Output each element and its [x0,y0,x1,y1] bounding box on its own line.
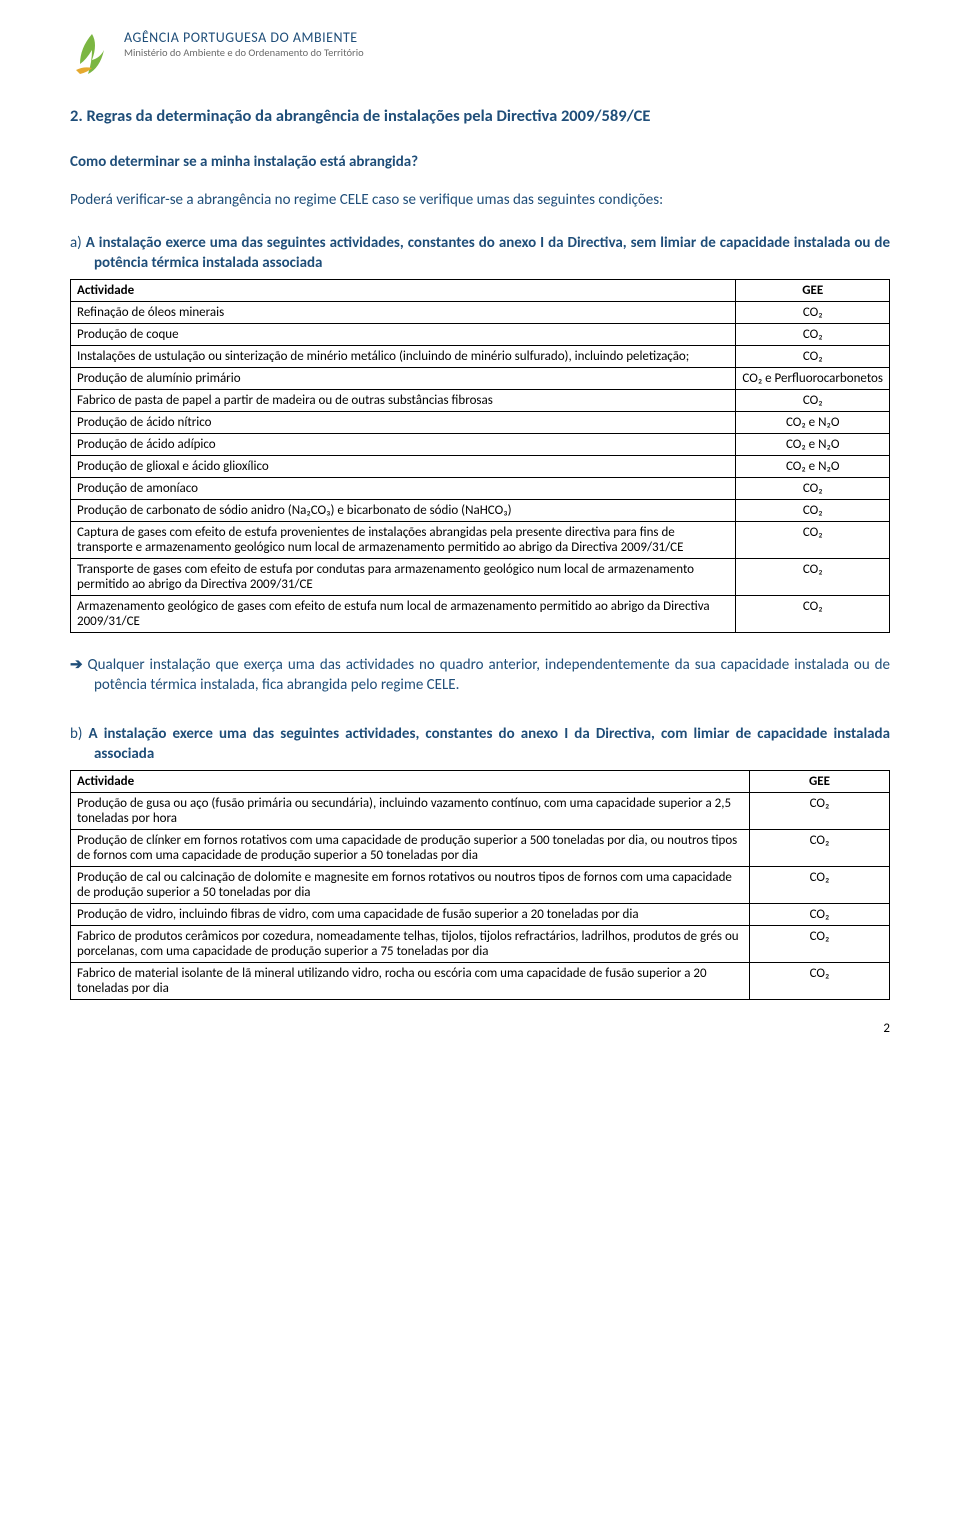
table-row: Fabrico de produtos cerâmicos por cozedu… [71,926,890,963]
item-a: a) A instalação exerce uma das seguintes… [70,233,890,274]
gee-cell: CO₂ [736,324,890,346]
item-a-prefix: a) [70,234,86,252]
activity-cell: Produção de clínker em fornos rotativos … [71,830,750,867]
col-gee-header: GEE [736,280,890,302]
activity-cell: Produção de glioxal e ácido glioxílico [71,456,736,478]
table-row: Armazenamento geológico de gases com efe… [71,596,890,633]
item-a-text: A instalação exerce uma das seguintes ac… [86,234,890,272]
activity-cell: Refinação de óleos minerais [71,302,736,324]
gee-cell: CO₂ e N₂O [736,456,890,478]
table-row: Fabrico de pasta de papel a partir de ma… [71,390,890,412]
item-b: b) A instalação exerce uma das seguintes… [70,724,890,765]
table-row: Refinação de óleos mineraisCO₂ [71,302,890,324]
table-row: Instalações de ustulação ou sinterização… [71,346,890,368]
agency-subtitle: Ministério do Ambiente e do Ordenamento … [124,47,364,59]
item-b-prefix: b) [70,725,89,743]
item-b-text: A instalação exerce uma das seguintes ac… [89,725,890,763]
table-row: Produção de carbonato de sódio anidro (N… [71,500,890,522]
activity-cell: Produção de ácido nítrico [71,412,736,434]
gee-cell: CO₂ e N₂O [736,434,890,456]
table-row: Produção de glioxal e ácido glioxílicoCO… [71,456,890,478]
col-gee-header: GEE [750,771,890,793]
gee-cell: CO₂ [750,963,890,1000]
activity-cell: Produção de cal ou calcinação de dolomit… [71,867,750,904]
gee-cell: CO₂ [736,522,890,559]
agency-text-block: AGÊNCIA PORTUGUESA DO AMBIENTE Ministéri… [124,30,364,59]
section-title: 2. Regras da determinação da abrangência… [70,106,890,126]
table-row: Produção de cal ou calcinação de dolomit… [71,867,890,904]
activity-cell: Produção de coque [71,324,736,346]
activity-cell: Produção de amoníaco [71,478,736,500]
agency-logo-icon [70,30,114,78]
activity-cell: Produção de vidro, incluindo fibras de v… [71,904,750,926]
table-header-row: Actividade GEE [71,771,890,793]
gee-cell: CO₂ [736,559,890,596]
question-1: Como determinar se a minha instalação es… [70,152,890,172]
gee-cell: CO₂ [736,596,890,633]
intro-paragraph: Poderá verificar-se a abrangência no reg… [70,190,890,210]
col-activity-header: Actividade [71,280,736,302]
activity-cell: Armazenamento geológico de gases com efe… [71,596,736,633]
table-row: Produção de clínker em fornos rotativos … [71,830,890,867]
table-row: Produção de amoníacoCO₂ [71,478,890,500]
conclusion-a: ➔ Qualquer instalação que exerça uma das… [70,655,890,696]
gee-cell: CO₂ [736,302,890,324]
gee-cell: CO₂ [736,390,890,412]
table-activities-b: Actividade GEE Produção de gusa ou aço (… [70,770,890,1000]
gee-cell: CO₂ [750,904,890,926]
activity-cell: Captura de gases com efeito de estufa pr… [71,522,736,559]
gee-cell: CO₂ [736,478,890,500]
activity-cell: Produção de alumínio primário [71,368,736,390]
page-number: 2 [883,1021,890,1036]
table-row: Produção de ácido nítricoCO₂ e N₂O [71,412,890,434]
table-row: Produção de vidro, incluindo fibras de v… [71,904,890,926]
gee-cell: CO₂ e N₂O [736,412,890,434]
col-activity-header: Actividade [71,771,750,793]
table-row: Captura de gases com efeito de estufa pr… [71,522,890,559]
document-page: AGÊNCIA PORTUGUESA DO AMBIENTE Ministéri… [0,0,960,1052]
activity-cell: Produção de ácido adípico [71,434,736,456]
table-row: Produção de gusa ou aço (fusão primária … [71,793,890,830]
table-row: Produção de ácido adípicoCO₂ e N₂O [71,434,890,456]
conclusion-a-text: Qualquer instalação que exerça uma das a… [88,656,890,694]
activity-cell: Transporte de gases com efeito de estufa… [71,559,736,596]
table-row: Fabrico de material isolante de lã miner… [71,963,890,1000]
table-activities-a: Actividade GEE Refinação de óleos minera… [70,279,890,633]
gee-cell: CO₂ [736,500,890,522]
table-row: Produção de alumínio primárioCO₂ e Perfl… [71,368,890,390]
gee-cell: CO₂ e Perfluorocarbonetos [736,368,890,390]
activity-cell: Fabrico de produtos cerâmicos por cozedu… [71,926,750,963]
activity-cell: Fabrico de pasta de papel a partir de ma… [71,390,736,412]
table-header-row: Actividade GEE [71,280,890,302]
gee-cell: CO₂ [750,830,890,867]
gee-cell: CO₂ [736,346,890,368]
activity-cell: Produção de carbonato de sódio anidro (N… [71,500,736,522]
gee-cell: CO₂ [750,867,890,904]
agency-name: AGÊNCIA PORTUGUESA DO AMBIENTE [124,30,364,45]
activity-cell: Instalações de ustulação ou sinterização… [71,346,736,368]
activity-cell: Produção de gusa ou aço (fusão primária … [71,793,750,830]
activity-cell: Fabrico de material isolante de lã miner… [71,963,750,1000]
gee-cell: CO₂ [750,793,890,830]
table-row: Produção de coqueCO₂ [71,324,890,346]
page-header: AGÊNCIA PORTUGUESA DO AMBIENTE Ministéri… [70,30,890,78]
table-row: Transporte de gases com efeito de estufa… [71,559,890,596]
gee-cell: CO₂ [750,926,890,963]
arrow-icon: ➔ [70,656,88,674]
